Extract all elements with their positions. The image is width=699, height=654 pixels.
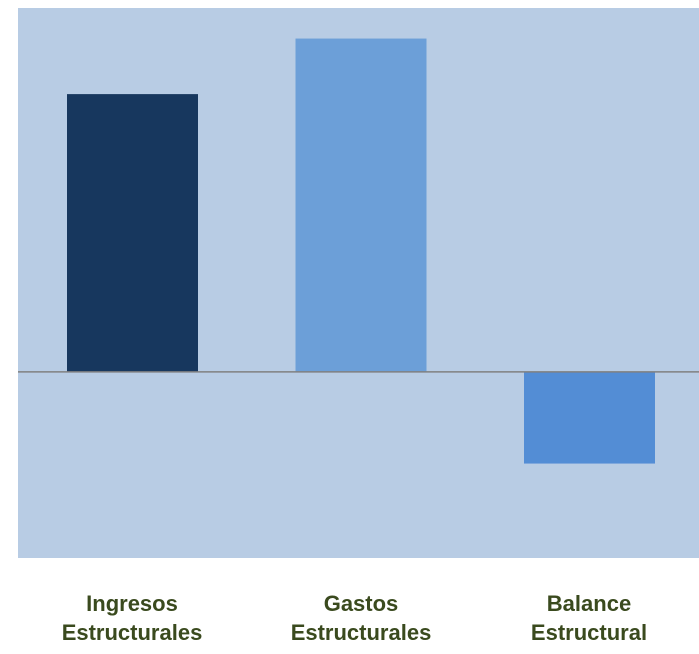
category-label-ingresos: Ingresos Estructurales bbox=[61, 591, 203, 645]
category-label-balance: Balance Estructural bbox=[530, 591, 648, 645]
bar-2 bbox=[524, 371, 655, 464]
category-label-gastos: Gastos Estructurales bbox=[290, 591, 432, 645]
bar-1 bbox=[295, 38, 427, 372]
bars-layer bbox=[67, 38, 655, 464]
bar-0 bbox=[67, 94, 198, 372]
